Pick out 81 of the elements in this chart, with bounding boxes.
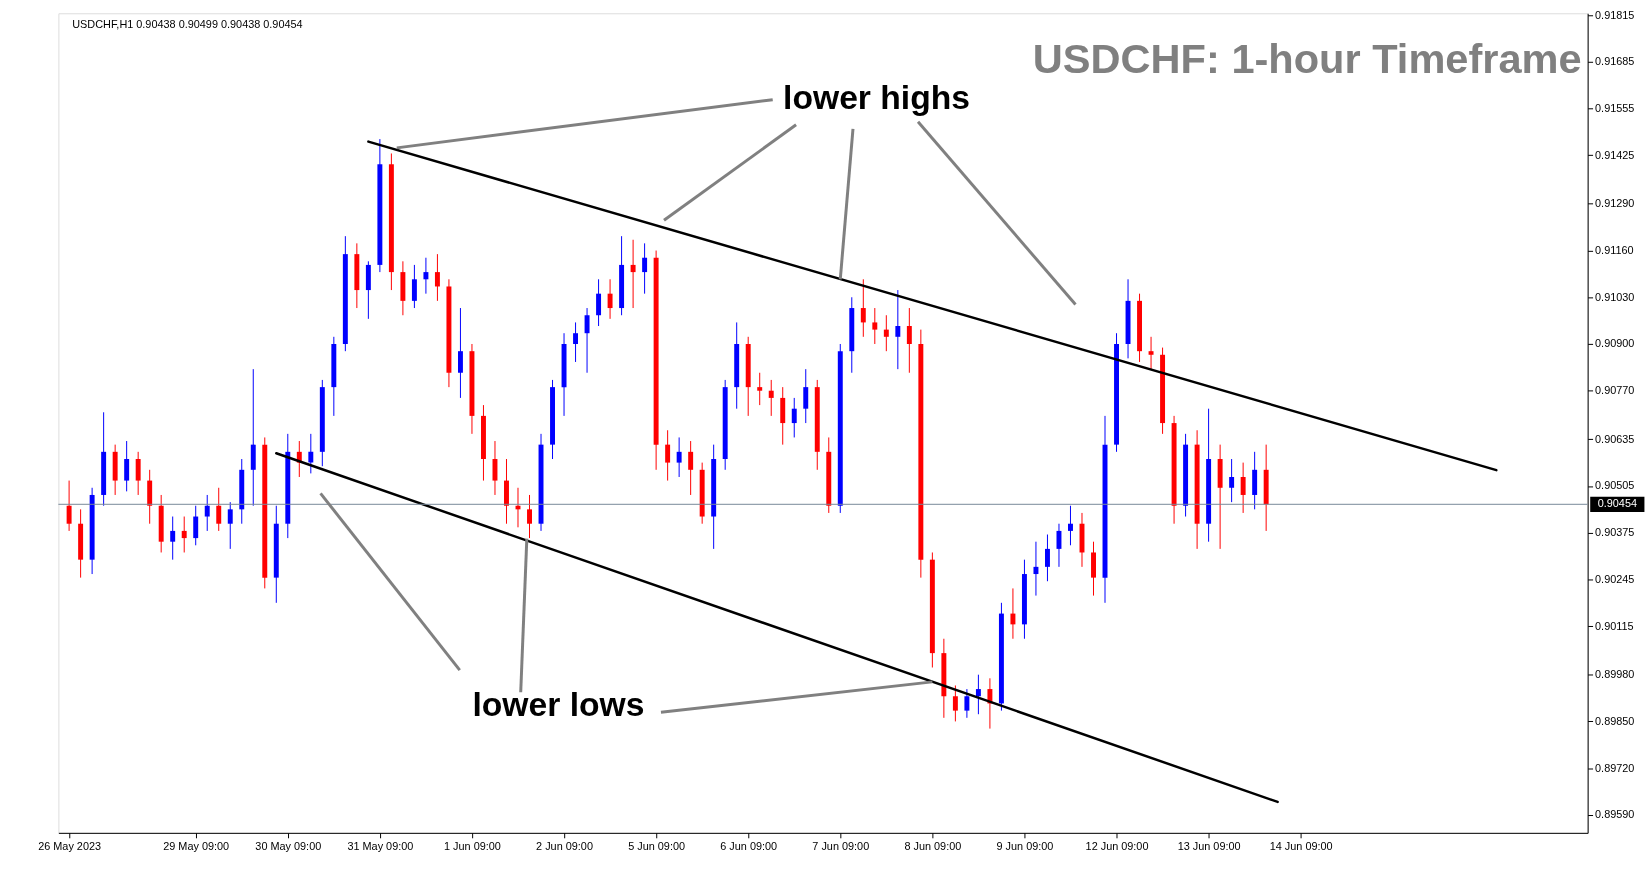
x-tick-label: 7 Jun 09:00 (812, 840, 870, 853)
candlestick (434, 253, 440, 302)
candlestick (1148, 336, 1154, 370)
candlestick (642, 242, 648, 295)
candlestick (411, 264, 417, 309)
y-tick-label: 0.90245 (1595, 572, 1635, 585)
candlestick (757, 372, 763, 406)
candlestick (964, 688, 970, 719)
candlestick (872, 307, 878, 345)
candlestick (596, 278, 602, 327)
x-tick-label: 8 Jun 09:00 (904, 840, 962, 853)
candlestick (883, 314, 889, 352)
candlestick (860, 278, 866, 338)
y-tick-label: 0.91425 (1595, 148, 1635, 161)
x-tick-label: 31 May 09:00 (347, 840, 414, 853)
candlestick (1056, 523, 1062, 568)
candlestick (1229, 458, 1235, 503)
x-tick-label: 30 May 09:00 (255, 840, 322, 853)
candlestick (527, 494, 532, 539)
candlestick (768, 379, 774, 417)
y-tick-label: 0.91555 (1595, 102, 1635, 115)
candlestick (676, 436, 682, 478)
candlestick (573, 321, 579, 363)
candlestick (688, 440, 694, 496)
y-tick-label: 0.91815 (1595, 8, 1635, 21)
x-tick-label: 1 Jun 09:00 (444, 840, 501, 853)
x-tick-label: 13 Jun 09:00 (1177, 840, 1241, 853)
x-tick-label: 9 Jun 09:00 (996, 840, 1054, 853)
candlestick (1033, 541, 1039, 597)
annotation: USDCHF,H1 0.90438 0.90499 0.90438 0.90454 (72, 18, 303, 31)
y-tick-label: 0.89980 (1595, 668, 1635, 681)
x-tick-label: 26 May 2023 (38, 840, 102, 853)
y-tick-label: 0.91685 (1595, 55, 1635, 68)
candlestick (791, 397, 797, 438)
candlestick (952, 684, 958, 722)
y-tick-label: 0.91290 (1595, 197, 1635, 210)
candlestick (135, 451, 141, 496)
candlestick (1010, 587, 1016, 640)
annotation: lower lows (472, 685, 645, 723)
candlestick (607, 278, 613, 320)
x-tick-label: 2 Jun 09:00 (536, 840, 593, 853)
candlestick (216, 487, 222, 532)
candlestick (630, 239, 636, 309)
candlestick (170, 516, 176, 561)
y-tick-label: 0.90770 (1595, 384, 1635, 397)
annotation: lower highs (783, 79, 970, 117)
candlestick (124, 440, 130, 492)
candlestick (584, 307, 590, 374)
y-tick-label: 0.89720 (1595, 761, 1635, 774)
candlestick (1044, 534, 1050, 582)
y-tick-label: 0.90635 (1595, 432, 1635, 445)
candlestick (227, 501, 233, 550)
candlestick (423, 257, 429, 295)
y-tick-label: 0.90505 (1595, 479, 1635, 492)
candlestick (457, 307, 463, 399)
x-tick-label: 29 May 09:00 (163, 840, 230, 853)
candlestick (906, 307, 912, 374)
y-tick-label: 0.90900 (1595, 337, 1635, 350)
x-tick-label: 5 Jun 09:00 (628, 840, 686, 853)
x-tick-label: 6 Jun 09:00 (720, 840, 778, 853)
y-tick-label: 0.89850 (1595, 714, 1635, 727)
candlestick (204, 494, 210, 532)
candlestick (181, 516, 187, 553)
candlestick (895, 289, 901, 370)
candlestick (308, 433, 314, 474)
candlestick (803, 368, 809, 424)
candlestick (665, 429, 671, 482)
candlestick (975, 674, 981, 715)
x-tick-label: 12 Jun 09:00 (1085, 840, 1149, 853)
y-tick-label: 0.91030 (1595, 290, 1635, 303)
text: USDCHF: 1-hour Timeframe (1032, 34, 1582, 82)
x-tick-label: 14 Jun 09:00 (1269, 840, 1333, 853)
ref-line-label: 0.90454 (1597, 497, 1637, 510)
y-tick-label: 0.91160 (1595, 244, 1634, 256)
y-tick-label: 0.90375 (1595, 526, 1635, 539)
candlestick (66, 480, 72, 532)
candlestick (193, 505, 199, 546)
candlestick (1240, 462, 1246, 514)
y-tick-label: 0.90115 (1595, 619, 1634, 632)
candlestick (1068, 505, 1073, 546)
y-tick-label: 0.89590 (1595, 808, 1635, 821)
